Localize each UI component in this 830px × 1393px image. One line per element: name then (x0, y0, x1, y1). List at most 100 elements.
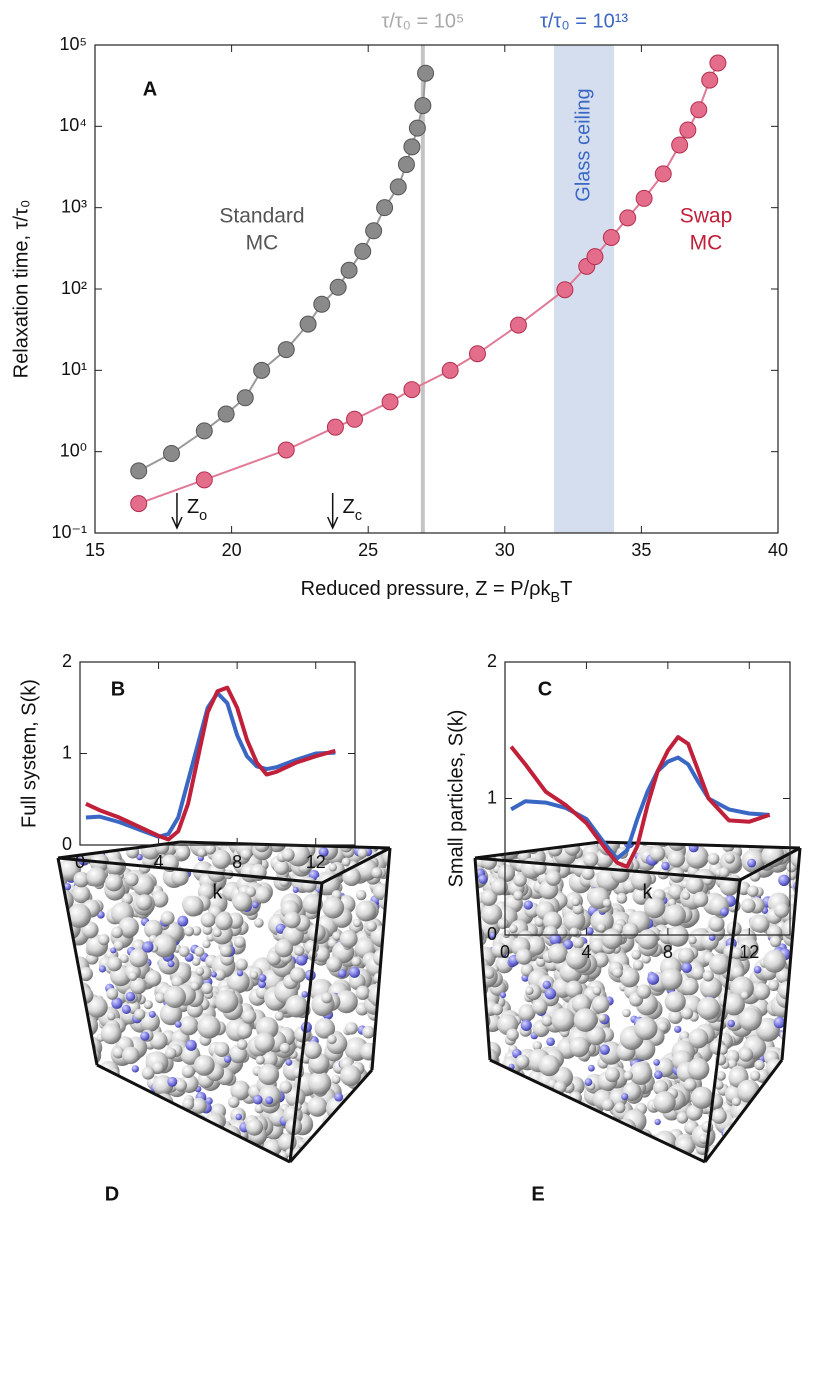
large-particle (383, 988, 390, 1010)
large-particle (369, 1104, 390, 1126)
large-particle (719, 877, 739, 896)
large-particle (85, 842, 99, 846)
large-particle (143, 919, 163, 939)
large-particle (339, 929, 358, 948)
large-particle (667, 850, 686, 868)
small-particle (553, 842, 565, 846)
large-particle (86, 1086, 106, 1107)
large-particle (331, 1074, 341, 1084)
large-particle (773, 902, 790, 918)
large-particle (59, 1040, 83, 1064)
large-particle (93, 1120, 110, 1136)
large-particle (794, 1068, 800, 1079)
band-top-label: τ/τ₀ = 10¹³ (540, 10, 628, 32)
large-particle (747, 885, 759, 897)
large-particle (106, 988, 119, 1000)
large-particle (67, 903, 92, 928)
small-particle (91, 1080, 103, 1092)
small-particle (585, 927, 594, 936)
large-particle (152, 933, 177, 958)
large-particle (200, 912, 216, 928)
large-particle (780, 1156, 794, 1162)
large-particle (505, 1128, 517, 1141)
large-particle (573, 1008, 598, 1032)
large-particle (491, 1091, 513, 1113)
small-particle (380, 1158, 388, 1162)
large-particle (475, 1147, 492, 1162)
large-particle (193, 1054, 215, 1076)
y-tick-label: 10² (61, 278, 87, 298)
large-particle (75, 1113, 85, 1123)
large-particle (542, 842, 559, 848)
large-particle (204, 843, 217, 855)
large-particle (682, 891, 691, 900)
large-particle (113, 940, 124, 951)
large-particle (622, 922, 639, 939)
large-particle (360, 1115, 375, 1130)
large-particle (242, 1150, 254, 1162)
large-particle (263, 1157, 277, 1162)
large-particle (616, 892, 628, 904)
large-particle (72, 1072, 85, 1085)
large-particle (352, 1132, 376, 1156)
large-particle (140, 1156, 155, 1162)
large-particle (86, 996, 108, 1018)
large-particle (327, 1034, 337, 1045)
data-point (701, 71, 719, 89)
large-particle (649, 845, 666, 862)
large-particle (118, 916, 139, 938)
small-particle (163, 1117, 173, 1127)
large-particle (604, 1139, 619, 1153)
small-particle (388, 893, 390, 905)
large-particle (152, 1124, 169, 1141)
cube-edge (703, 879, 742, 1163)
large-particle (219, 944, 233, 958)
small-particle (252, 1094, 263, 1105)
panel-label: C (538, 678, 552, 700)
large-particle (124, 872, 139, 887)
small-particle (587, 1064, 595, 1072)
large-particle (637, 1152, 649, 1162)
large-particle (355, 900, 377, 922)
data-point (586, 248, 604, 266)
small-particle (236, 969, 244, 977)
large-particle (58, 936, 66, 951)
large-particle (767, 1091, 778, 1102)
large-particle (760, 1115, 780, 1134)
small-particle (90, 1126, 102, 1138)
arrow-label: Zc (343, 496, 362, 524)
large-particle (783, 1089, 792, 1099)
large-particle (519, 1115, 540, 1137)
large-particle (58, 1042, 74, 1063)
large-particle (708, 953, 730, 975)
plot-frame (94, 44, 779, 534)
large-particle (121, 1096, 141, 1115)
large-particle (749, 1070, 761, 1082)
large-particle (532, 1041, 542, 1051)
large-particle (730, 965, 745, 980)
large-particle (58, 1038, 69, 1057)
large-particle (178, 1139, 190, 1151)
data-point (329, 278, 347, 296)
large-particle (73, 871, 90, 888)
large-particle (565, 947, 588, 970)
large-particle (194, 946, 205, 957)
data-point (414, 97, 432, 115)
large-particle (604, 1067, 620, 1083)
large-particle (104, 1092, 114, 1103)
large-particle (380, 1068, 389, 1077)
large-particle (489, 1075, 501, 1088)
large-particle (60, 1071, 72, 1083)
large-particle (111, 1143, 131, 1162)
large-particle (60, 1149, 83, 1162)
large-particle (769, 1153, 782, 1162)
large-particle (58, 1117, 66, 1132)
small-particle (170, 1153, 182, 1162)
large-particle (727, 1059, 737, 1069)
small-particle (499, 1114, 510, 1126)
small-particle (61, 988, 73, 1001)
large-particle (176, 1143, 196, 1162)
large-particle (506, 1028, 519, 1042)
large-particle (121, 893, 133, 905)
large-particle (358, 1089, 377, 1109)
